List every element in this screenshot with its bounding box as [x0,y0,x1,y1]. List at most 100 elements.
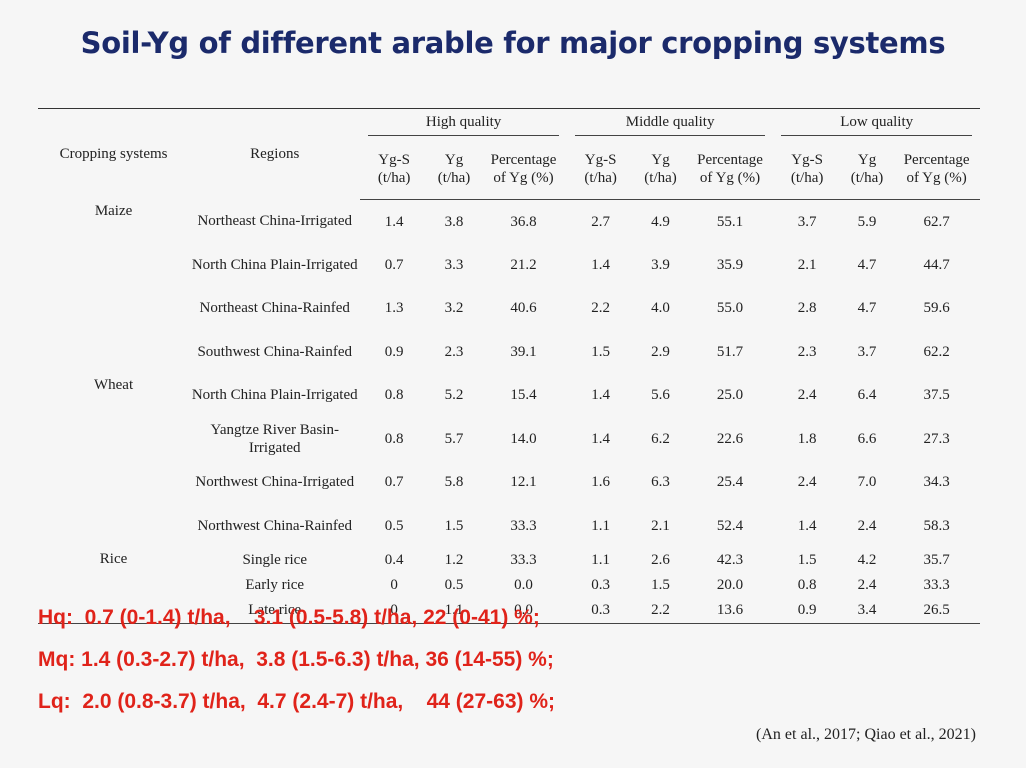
cell-region: Northeast China-Rainfed [199,300,350,317]
cell-value: 42.3 [716,552,744,568]
cell-value: 1.5 [591,343,610,360]
cell-value: 2.4 [797,474,817,491]
cell-value: 2.7 [591,213,610,230]
cell-value: 0.7 [384,474,404,491]
cell-value: 55.1 [716,213,744,230]
header-sub-1-0: Yg-S (t/ha) [566,139,635,200]
cell-value: 12.1 [510,474,537,491]
cell-value: 0.0 [514,577,533,593]
cell-region: North China Plain-Irrigated [191,256,358,273]
cell-value: 1.4 [591,256,610,273]
table-row: Wheat North China Plain-Irrigated 0.8 5.2 15… [38,374,980,418]
table-row: North China Plain-Irrigated 0.7 3.3 21.2 1.4… [38,243,980,287]
cell-value: 2.1 [651,517,670,534]
cell-value: 2.9 [651,343,670,360]
header-sub-0-1: Yg (t/ha) [427,139,481,200]
cell-value: 3.2 [444,300,464,317]
table-row: Northeast China-Rainfed 1.3 3.2 40.6 2.2 4.0 5… [38,287,980,331]
cell-value: 5.9 [857,213,877,230]
cell-value: 0.7 [384,256,404,273]
table-row: Maize Northeast China-Irrigated 1.4 3.8 36.8… [38,200,980,244]
cell-value: 27.3 [923,430,950,447]
table-row: Early rice 0 0.5 0.0 0.3 1.5 20.0 0.8 2.4 33.3 [38,573,980,598]
citation: (An et al., 2017; Qiao et al., 2021) [756,726,976,743]
cell-value: 0.0 [480,597,567,624]
cell-value: 5.2 [444,387,464,404]
cell-value: 59.6 [923,300,950,317]
cell-value: 33.3 [923,577,950,593]
cell-value: 35.7 [923,552,950,568]
cell-value: 2.3 [797,343,817,360]
cell-value: 0.4 [384,552,404,568]
cell-value: 1.1 [591,552,610,568]
cell-value: 1.5 [651,577,670,593]
cell-value: 2.2 [591,300,610,317]
cell-value: 0.8 [384,430,404,447]
cell-crop [38,417,189,461]
header-cropping-systems: Cropping systems [38,108,190,200]
cell-value: 25.4 [716,474,744,491]
cell-crop [38,461,189,505]
cell-value: 6.6 [857,430,877,447]
cell-value: 3.3 [444,256,464,273]
cell-value: 6.3 [651,474,670,491]
cell-value: 39.1 [510,343,537,360]
header-sub-2-0: Yg-S (t/ha) [773,139,841,200]
table-row: Yangtze River Basin-Irrigated 0.8 5.7 14.0 1… [38,417,980,461]
cell-value: 1.4 [591,387,610,404]
cell-value: 34.3 [923,474,950,491]
cell-region: Early rice [245,577,305,593]
cell-value: 62.2 [923,343,950,360]
data-table: Cropping systems Regions High quality Mi… [38,108,980,624]
cell-value: 2.2 [634,597,687,624]
cell-value: 2.3 [444,343,464,360]
cell-value: 0.5 [444,577,464,593]
cell-value: 40.6 [510,300,537,317]
cell-value: 3.4 [840,597,894,624]
cell-value: 55.0 [716,300,744,317]
header-middle-quality: Middle quality [566,108,774,139]
table-body: Maize Northeast China-Irrigated 1.4 3.8 36.8… [38,200,980,624]
cell-value: 0.8 [384,387,404,404]
header-group-row: Cropping systems Regions High quality Mi… [38,108,980,200]
cell-value: 0.9 [384,343,404,360]
cell-crop [38,504,189,548]
cell-value: 7.0 [857,474,877,491]
header-low-quality: Low quality [773,108,980,139]
cell-region: North China Plain-Irrigated [191,387,358,404]
cell-value: 2.4 [857,517,877,534]
cell-value: 44.7 [923,256,950,273]
cell-value: 25.0 [716,387,744,404]
cell-value: 13.6 [686,597,774,624]
data-table-container: Cropping systems Regions High quality Mi… [38,108,980,624]
cell-value: 35.9 [716,256,744,273]
table-row: Southwest China-Rainfed 0.9 2.3 39.1 1.5 2.9 5… [38,330,980,374]
cell-value: 2.4 [797,387,817,404]
header-sub-2-1: Yg (t/ha) [840,139,894,200]
cell-value: 37.5 [923,387,950,404]
cell-value: 26.5 [893,597,980,624]
cell-crop [38,330,189,374]
cell-value: 62.7 [923,213,950,230]
cell-value: 2.6 [651,552,670,568]
header-high-quality: High quality [360,108,567,139]
header-sub-row: Yg-S (t/ha) Yg (t/ha) Percentage of Yg (%)… [38,139,980,200]
cell-region: Northwest China-Rainfed [197,517,353,534]
cell-value: 0 [360,597,428,624]
cell-crop: Maize [94,202,133,219]
cell-value: 4.2 [857,552,877,568]
cell-value: 3.7 [797,213,817,230]
cell-value: 0.8 [797,577,817,593]
header-sub-2-2: Percentage of Yg (%) [893,139,980,200]
cell-value: 52.4 [716,517,744,534]
cell-value: 21.2 [510,256,537,273]
cell-value: 1.2 [444,552,464,568]
cell-value: 1.5 [444,517,464,534]
cell-value: 1.4 [384,213,404,230]
cell-value: 1.4 [797,517,817,534]
cell-value: 4.9 [651,213,670,230]
cell-value: 5.8 [444,474,464,491]
cell-value: 2.1 [797,256,817,273]
cell-crop [38,573,189,598]
header-sub-1-1: Yg (t/ha) [634,139,687,200]
